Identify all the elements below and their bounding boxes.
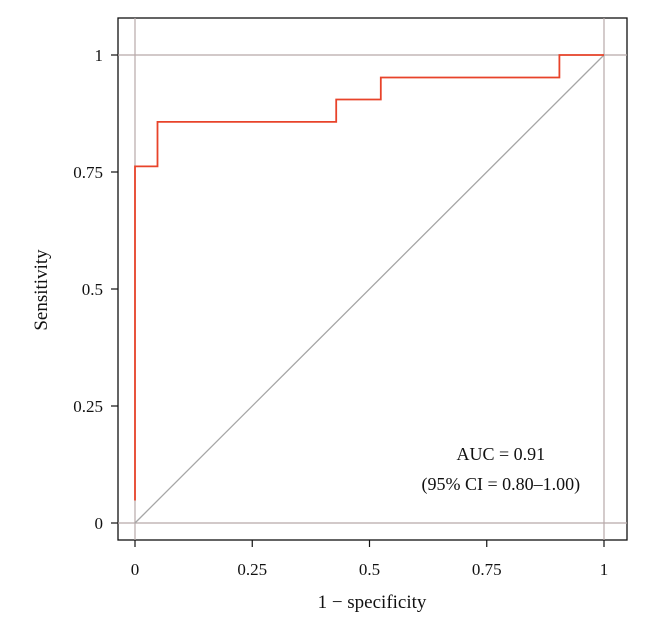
x-tick-label-1: 0.25 — [237, 560, 267, 579]
chance-diagonal — [134, 54, 605, 524]
chart-annotations: AUC = 0.91 (95% CI = 0.80–1.00) — [421, 444, 580, 495]
ci-annotation: (95% CI = 0.80–1.00) — [421, 474, 580, 495]
roc-curve-line — [134, 54, 604, 501]
x-tick-label-3: 0.75 — [472, 560, 502, 579]
y-tick-label-3: 0.75 — [73, 163, 103, 182]
y-tick-label-0: 0 — [95, 514, 104, 533]
y-tick-label-1: 0.25 — [73, 397, 103, 416]
y-tick-label-4: 1 — [95, 46, 104, 65]
y-tick-label-2: 0.5 — [82, 280, 103, 299]
auc-annotation: AUC = 0.91 — [456, 444, 545, 464]
roc-series — [134, 54, 604, 501]
x-tick-label-2: 0.5 — [359, 560, 380, 579]
x-tick-label-0: 0 — [131, 560, 140, 579]
axis-ticks: 0 0.25 0.5 0.75 1 0 0.25 0.5 0.75 1 — [73, 46, 608, 579]
x-tick-label-4: 1 — [600, 560, 609, 579]
plot-frame — [117, 17, 628, 541]
reference-lines — [118, 18, 627, 540]
y-axis-label: Sensitivity — [31, 249, 52, 331]
x-axis-label: 1 − specificity — [318, 592, 427, 613]
